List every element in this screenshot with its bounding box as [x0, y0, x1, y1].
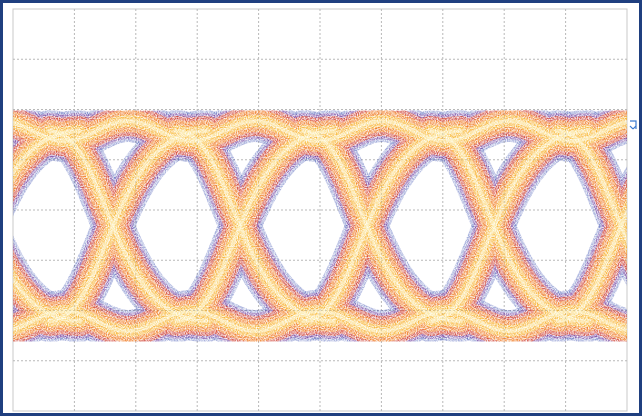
eye-diagram — [3, 3, 639, 413]
scope-frame — [0, 0, 642, 416]
trigger-marker — [630, 121, 636, 129]
page: (() => { const data = JSON.parse(documen… — [0, 0, 642, 416]
